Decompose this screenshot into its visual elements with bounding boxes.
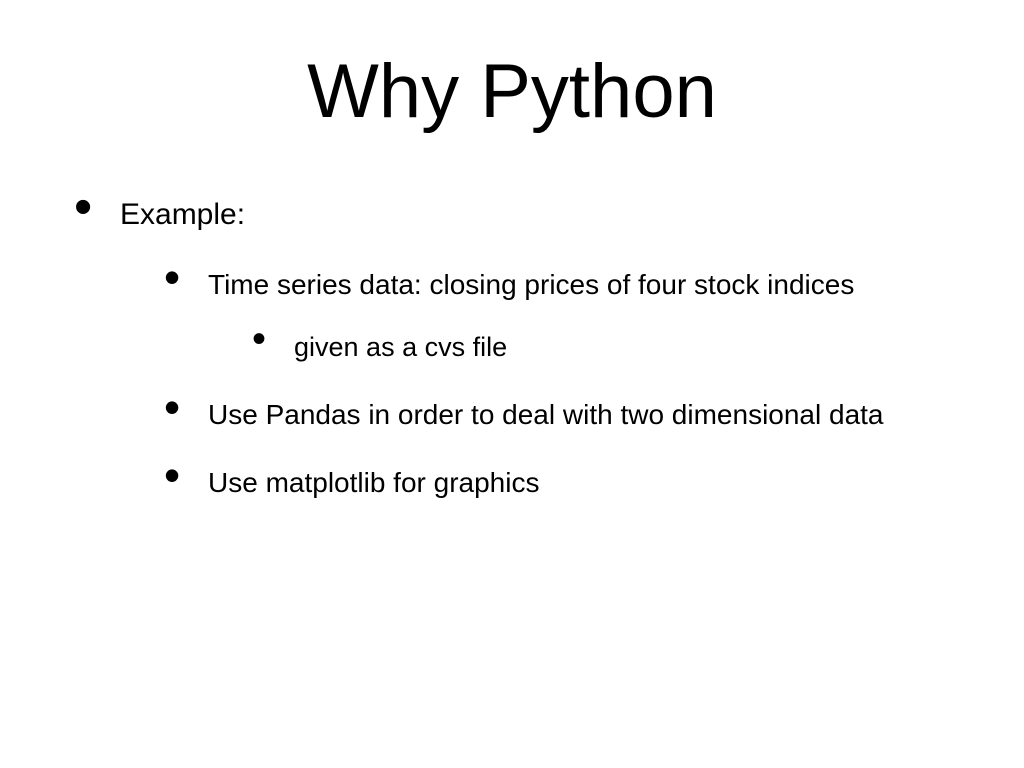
bullet-text-matplotlib: Use matplotlib for graphics (208, 467, 539, 498)
bullet-list-level3: given as a cvs file (208, 329, 1024, 365)
bullet-list-level2: Time series data: closing prices of four… (120, 266, 1024, 502)
list-item: Use Pandas in order to deal with two dim… (164, 396, 1024, 434)
slide: Why Python Example: Time series data: cl… (0, 0, 1024, 768)
list-item: given as a cvs file (252, 329, 1024, 365)
list-item: Example: Time series data: closing price… (74, 195, 1024, 501)
slide-title: Why Python (0, 0, 1024, 135)
bullet-text-timeseries: Time series data: closing prices of four… (208, 269, 854, 300)
bullet-text-csv: given as a cvs file (294, 332, 507, 362)
list-item: Use matplotlib for graphics (164, 464, 1024, 502)
list-item: Time series data: closing prices of four… (164, 266, 1024, 366)
bullet-text-example: Example: (120, 198, 245, 231)
bullet-list-level1: Example: Time series data: closing price… (0, 195, 1024, 501)
bullet-text-pandas: Use Pandas in order to deal with two dim… (208, 399, 884, 430)
